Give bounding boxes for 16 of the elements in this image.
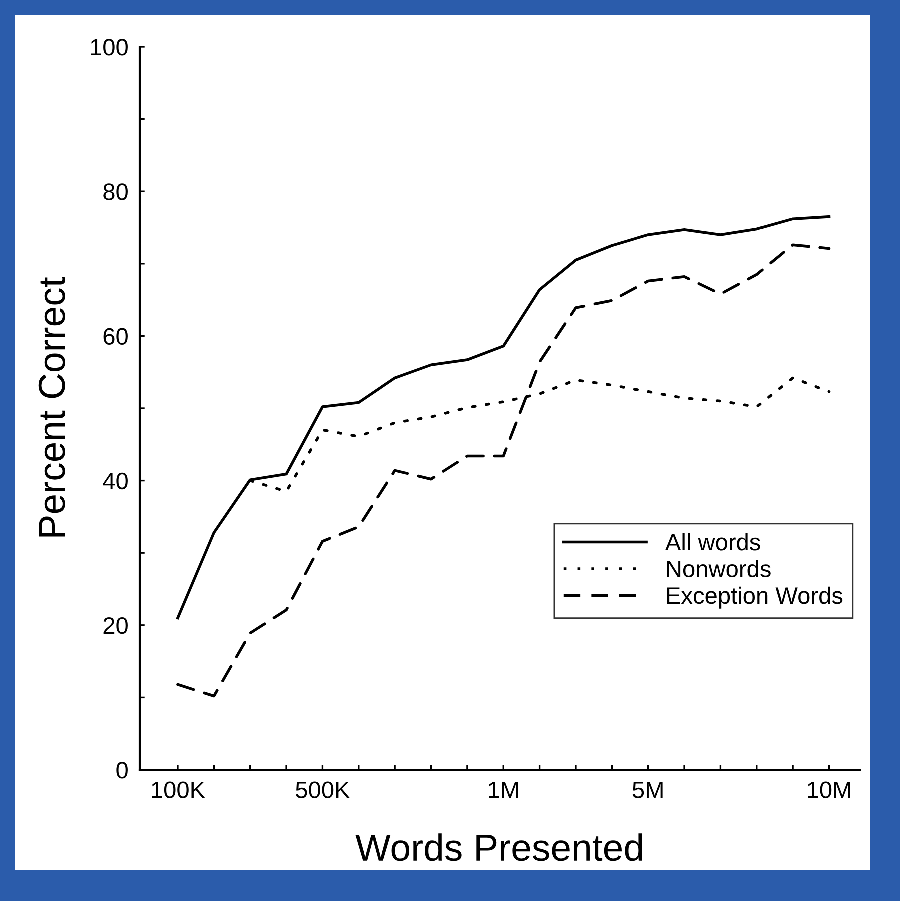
x-axis-title: Words Presented: [356, 834, 642, 862]
legend-label: Exception Words: [667, 586, 843, 609]
x-tick-label: 500K: [296, 782, 350, 798]
x-tick-label: 5M: [632, 782, 663, 798]
y-tick-label: 80: [104, 184, 128, 200]
y-tick-label: 0: [116, 762, 128, 779]
legend-label: All words: [665, 533, 760, 551]
y-tick-label: 20: [104, 617, 128, 634]
y-tick-label: 40: [103, 472, 128, 490]
legend-label: Nonwords: [667, 560, 771, 578]
y-tick-label: 60: [104, 328, 128, 345]
y-axis-title: Percent Correct: [38, 277, 66, 537]
x-tick-label: 10M: [808, 782, 850, 798]
x-tick-label: 1M: [489, 782, 518, 798]
x-tick-label: 100K: [152, 782, 206, 798]
y-tick-label: 100: [91, 39, 128, 56]
